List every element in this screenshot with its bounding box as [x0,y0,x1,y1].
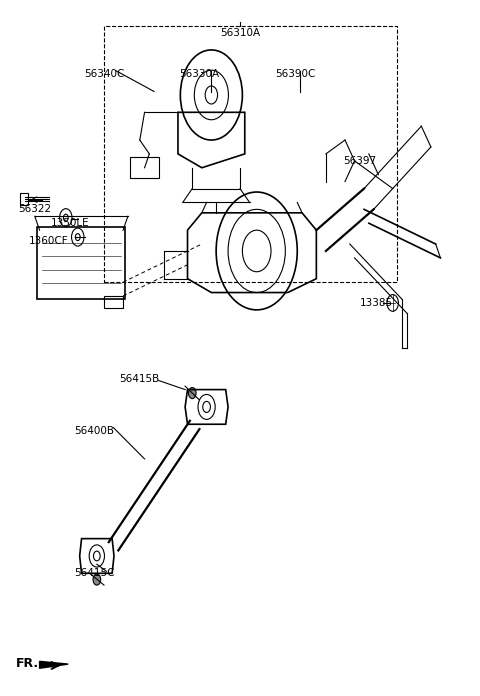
Text: 56322: 56322 [18,205,51,214]
Bar [130,157,159,178]
Text: 56397: 56397 [343,156,376,166]
Text: 56310A: 56310A [220,28,260,38]
Text: 1350LE: 1350LE [51,219,90,228]
Text: FR.: FR. [16,657,39,670]
Text: 56415B: 56415B [120,374,160,384]
Polygon shape [39,661,68,668]
Text: 1360CF: 1360CF [29,235,69,246]
Text: 13385: 13385 [360,298,393,308]
Text: 56340C: 56340C [84,69,124,79]
Bar [104,26,397,282]
Text: 56400B: 56400B [74,426,114,436]
Text: 56390C: 56390C [275,69,315,79]
Bar [21,193,28,205]
Bar [104,296,123,308]
Circle shape [189,388,196,399]
Circle shape [93,574,101,585]
Text: 56415C: 56415C [74,569,115,578]
Text: 56330A: 56330A [180,69,219,79]
